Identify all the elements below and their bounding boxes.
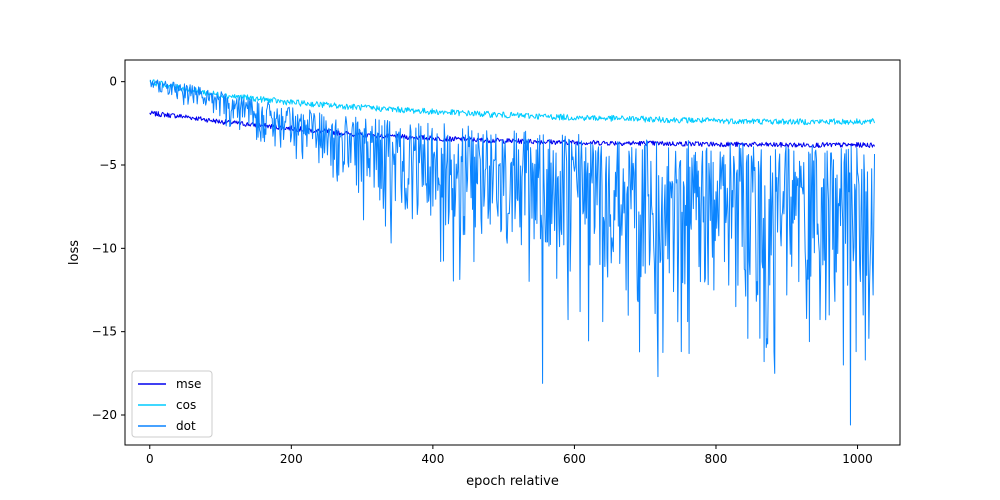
- series-line-cos: [149, 79, 875, 126]
- y-axis: 0 −5 −10 −15 −20: [92, 75, 125, 422]
- legend-label-mse: mse: [176, 377, 201, 391]
- y-tick-label: −10: [92, 241, 117, 255]
- legend-label-cos: cos: [176, 398, 196, 412]
- series-line-dot: [149, 79, 876, 426]
- y-tick-label: −5: [99, 158, 117, 172]
- y-tick-label: 0: [109, 75, 117, 89]
- x-axis: 0 200 400 600 800 1000: [146, 445, 873, 466]
- x-axis-label: epoch relative: [466, 474, 559, 489]
- legend: mse cos dot: [131, 370, 213, 438]
- series-layer: [149, 79, 876, 426]
- x-tick-label: 1000: [842, 452, 873, 466]
- y-tick-label: −15: [92, 325, 117, 339]
- legend-box: [131, 370, 213, 438]
- x-tick-label: 600: [563, 452, 586, 466]
- plot-frame: [124, 59, 901, 446]
- y-axis-label: loss: [67, 240, 82, 265]
- x-tick-label: 800: [705, 452, 728, 466]
- legend-label-dot: dot: [176, 419, 196, 433]
- x-tick-label: 0: [146, 452, 154, 466]
- y-tick-label: −20: [92, 408, 117, 422]
- x-tick-label: 400: [421, 452, 444, 466]
- x-tick-label: 200: [280, 452, 303, 466]
- series-line-mse: [149, 110, 875, 148]
